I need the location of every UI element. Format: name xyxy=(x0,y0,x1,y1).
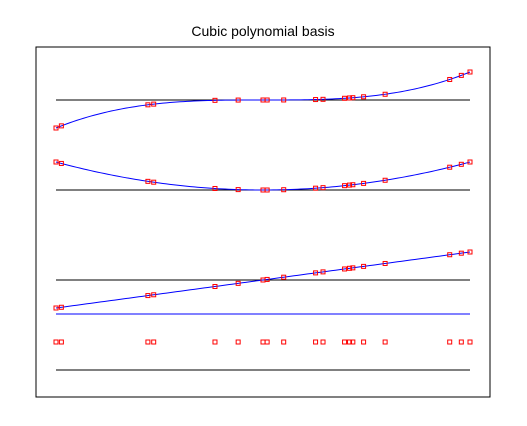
data-point-order-0-14 xyxy=(361,339,367,345)
data-point-order-0-9 xyxy=(313,339,319,345)
data-point-order-1-10 xyxy=(320,269,326,275)
data-point-order-3-9 xyxy=(313,97,319,103)
data-point-order-0-15 xyxy=(382,339,388,345)
data-point-order-2-0 xyxy=(53,159,59,165)
data-point-order-3-4 xyxy=(212,97,218,103)
data-point-order-0-2 xyxy=(145,339,151,345)
data-point-order-0-5 xyxy=(235,339,241,345)
data-point-order-0-7 xyxy=(264,339,270,345)
data-point-order-3-17 xyxy=(458,72,464,78)
data-point-order-3-18 xyxy=(467,69,473,75)
data-point-order-3-11 xyxy=(342,95,348,101)
data-point-order-2-2 xyxy=(145,178,151,184)
plot-area xyxy=(53,69,473,371)
data-point-order-1-0 xyxy=(53,305,59,311)
data-point-order-2-15 xyxy=(382,177,388,183)
data-point-order-1-15 xyxy=(382,260,388,266)
data-point-order-0-16 xyxy=(447,339,453,345)
data-point-order-2-13 xyxy=(350,182,356,188)
data-point-order-1-17 xyxy=(458,250,464,256)
plot-frame xyxy=(35,46,491,398)
data-point-order-1-11 xyxy=(342,266,348,272)
data-point-order-3-16 xyxy=(447,76,453,82)
data-point-order-2-3 xyxy=(151,179,157,185)
data-point-order-2-11 xyxy=(342,183,348,189)
data-point-order-0-1 xyxy=(58,339,64,345)
data-point-order-3-2 xyxy=(145,102,151,108)
data-point-order-1-13 xyxy=(350,265,356,271)
data-point-order-1-16 xyxy=(447,252,453,258)
data-point-order-3-15 xyxy=(382,91,388,97)
data-point-order-1-3 xyxy=(151,292,157,298)
data-point-order-0-17 xyxy=(458,339,464,345)
data-point-order-1-14 xyxy=(361,263,367,269)
data-point-order-0-12 xyxy=(347,339,353,345)
data-point-order-2-1 xyxy=(58,160,64,166)
data-point-order-1-2 xyxy=(145,293,151,299)
data-point-order-1-12 xyxy=(347,265,353,271)
data-point-order-2-16 xyxy=(447,164,453,170)
data-point-order-3-14 xyxy=(361,94,367,100)
data-point-order-1-1 xyxy=(58,304,64,310)
data-point-order-2-7 xyxy=(264,187,270,193)
data-point-order-3-7 xyxy=(264,97,270,103)
series-line-order-2 xyxy=(55,161,471,191)
data-point-order-0-13 xyxy=(350,339,356,345)
data-point-order-1-4 xyxy=(212,284,218,289)
data-point-order-1-5 xyxy=(235,280,241,286)
data-point-order-2-10 xyxy=(320,185,326,191)
data-point-order-2-17 xyxy=(458,161,464,167)
data-point-order-3-5 xyxy=(235,97,241,103)
data-point-order-1-18 xyxy=(467,249,473,255)
data-point-order-1-8 xyxy=(281,274,287,280)
chart-title: Cubic polynomial basis xyxy=(191,23,334,39)
data-point-order-2-5 xyxy=(235,187,241,193)
data-point-order-0-11 xyxy=(342,339,348,345)
data-point-order-2-18 xyxy=(467,159,473,165)
data-point-order-3-3 xyxy=(151,101,157,107)
data-point-order-2-14 xyxy=(361,180,367,186)
data-point-order-2-12 xyxy=(347,182,353,188)
data-point-order-0-4 xyxy=(212,339,218,345)
data-point-order-2-9 xyxy=(313,185,319,191)
data-point-order-1-7 xyxy=(264,276,270,282)
data-point-order-3-1 xyxy=(58,123,64,129)
data-point-order-0-6 xyxy=(260,339,266,345)
data-point-order-0-3 xyxy=(151,339,157,345)
data-point-order-0-18 xyxy=(467,339,473,345)
data-point-order-3-8 xyxy=(281,97,287,103)
data-point-order-0-10 xyxy=(320,339,326,345)
data-point-order-3-13 xyxy=(350,95,356,101)
data-point-order-3-12 xyxy=(347,95,353,101)
data-point-order-3-10 xyxy=(320,96,326,102)
series-line-order-1 xyxy=(55,251,471,309)
data-point-order-1-9 xyxy=(313,270,319,276)
data-point-order-2-8 xyxy=(281,187,287,193)
data-point-order-3-0 xyxy=(53,125,59,131)
data-point-order-0-8 xyxy=(281,339,287,345)
data-point-order-0-0 xyxy=(53,339,59,345)
data-point-order-2-4 xyxy=(212,185,218,191)
series-line-order-3 xyxy=(55,71,471,129)
